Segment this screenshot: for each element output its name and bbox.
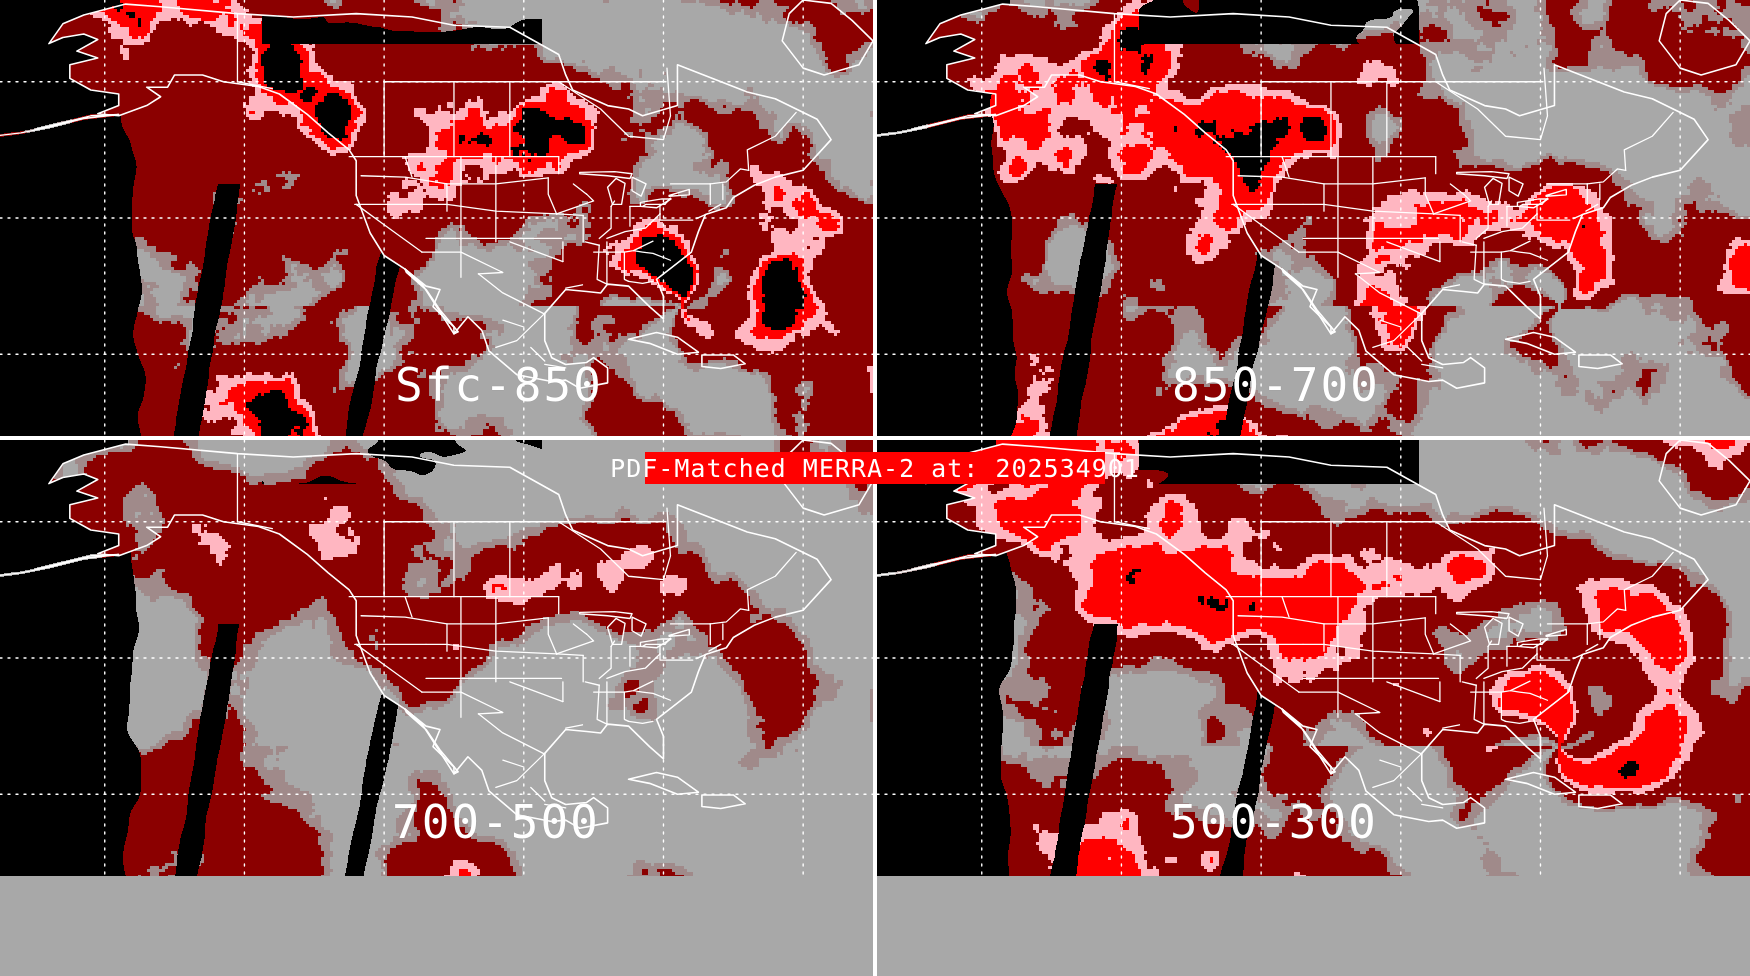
map-panel-700-500 — [0, 440, 873, 876]
title-banner: PDF-Matched MERRA-2 at: 202534901 — [610, 452, 1140, 484]
map-panel-sfc-850 — [0, 0, 873, 436]
map-panel-500-300 — [877, 440, 1750, 876]
map-panel-850-700 — [877, 0, 1750, 436]
panel-divider-vertical — [873, 0, 877, 976]
panel-divider-horizontal — [0, 436, 1750, 440]
